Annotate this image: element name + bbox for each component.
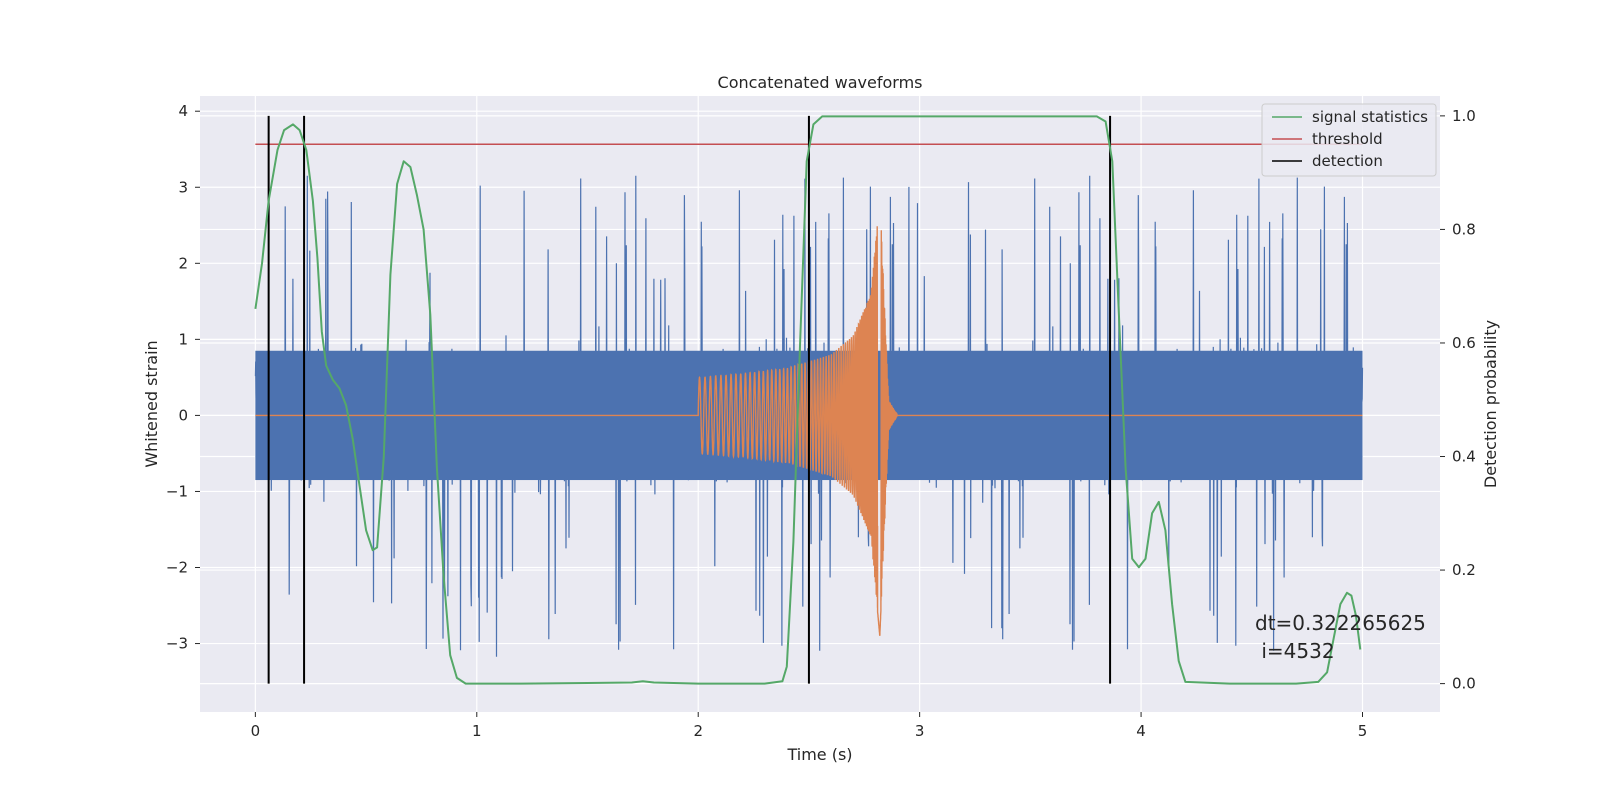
y2-tick-label: 0.6 — [1452, 334, 1476, 352]
y-tick-label: 3 — [178, 178, 188, 196]
x-axis-label: Time (s) — [786, 745, 852, 764]
y2-tick-label: 1.0 — [1452, 107, 1476, 125]
annotation-dt: dt=0.322265625 — [1255, 611, 1426, 635]
annotation-index: i=4532 — [1255, 639, 1335, 663]
y-tick-label: 1 — [178, 330, 188, 348]
y2-axis-label: Detection probability — [1481, 320, 1500, 488]
x-tick-label: 5 — [1358, 722, 1368, 740]
x-tick-label: 1 — [472, 722, 482, 740]
x-tick-label: 3 — [915, 722, 925, 740]
legend: signal statistics threshold detection — [1261, 103, 1437, 177]
legend-label-detection: detection — [1312, 152, 1383, 170]
y-tick-label: −1 — [166, 482, 188, 500]
legend-label-threshold: threshold — [1312, 130, 1383, 148]
legend-frame — [1261, 103, 1437, 177]
x-tick-label: 2 — [693, 722, 703, 740]
x-tick-label: 4 — [1136, 722, 1146, 740]
series-layer — [254, 115, 1364, 685]
y2-tick-label: 0.0 — [1452, 675, 1476, 693]
y-tick-label: 0 — [178, 406, 188, 424]
chart-title: Concatenated waveforms — [718, 73, 923, 92]
y-tick-label: 2 — [178, 254, 188, 272]
y-tick-label: 4 — [178, 102, 188, 120]
series-chirp-line — [255, 226, 1363, 636]
legend-label-signal-statistics: signal statistics — [1312, 108, 1428, 126]
series-signal-statistics-line — [254, 115, 1362, 685]
y2-tick-label: 0.2 — [1452, 561, 1476, 579]
y-tick-label: −3 — [166, 635, 188, 653]
x-tick-label: 0 — [251, 722, 261, 740]
y2-tick-label: 0.8 — [1452, 220, 1476, 238]
y-tick-label: −2 — [166, 559, 188, 577]
y2-tick-label: 0.4 — [1452, 448, 1476, 466]
ticks: 0 1 2 3 4 5 −3 −2 −1 0 1 2 3 4 0.0 0.2 0.4 0.6 0.8 1.0 — [166, 102, 1476, 740]
y-axis-label: Whitened strain — [142, 340, 161, 467]
